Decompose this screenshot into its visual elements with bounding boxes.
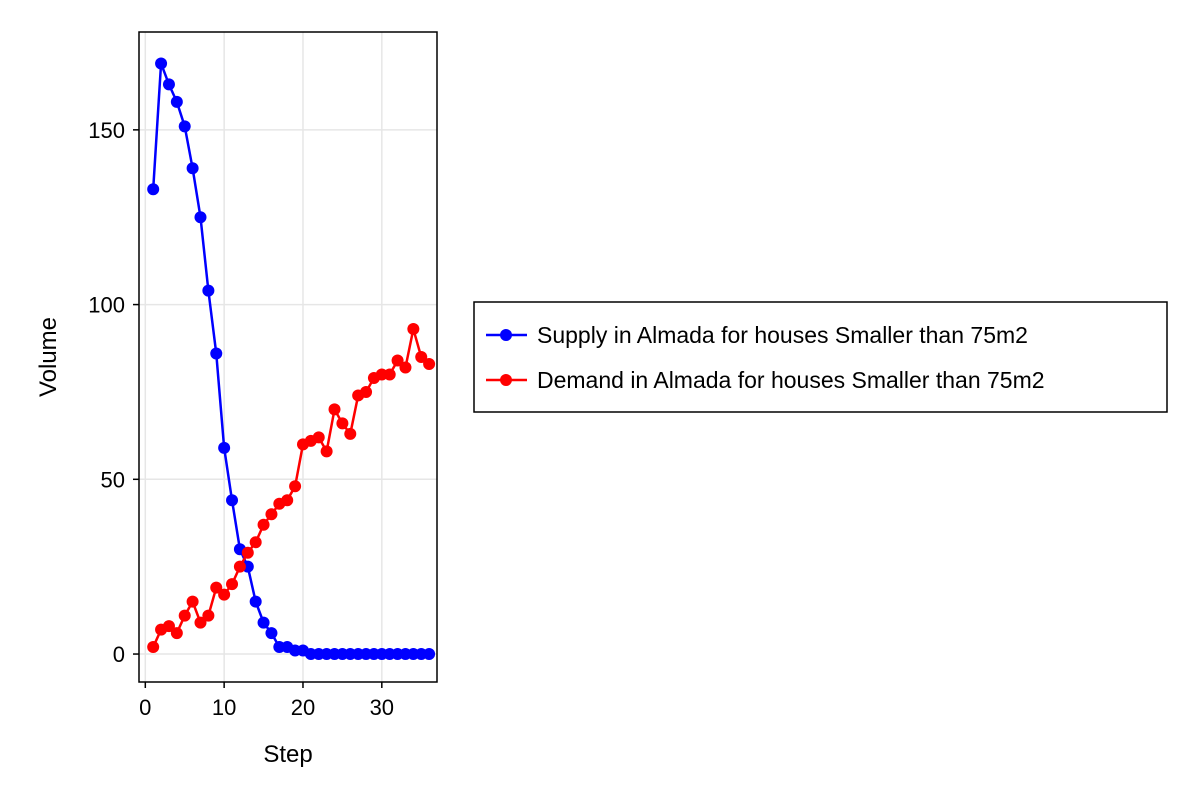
y-tick-label: 100	[88, 293, 125, 318]
series-1-point	[170, 95, 183, 108]
series-2-point	[170, 627, 183, 640]
series-2-point	[423, 357, 436, 370]
series-1-point	[257, 616, 270, 629]
x-axis-title: Step	[263, 741, 312, 768]
y-tick-label: 150	[88, 118, 125, 143]
legend: Supply in Almada for houses Smaller than…	[473, 301, 1168, 413]
series-2-point	[360, 385, 373, 398]
series-2-point	[147, 641, 160, 654]
y-tick-label: 0	[113, 642, 125, 667]
x-tick-label: 30	[370, 695, 394, 720]
series-1-point	[194, 211, 207, 224]
series-2-point	[281, 494, 294, 507]
series-2-point	[407, 323, 420, 336]
series-2-point	[312, 431, 325, 444]
series-1-point	[249, 595, 262, 608]
legend-marker-2	[500, 374, 512, 386]
plot-frame	[138, 31, 438, 683]
legend-marker-1	[500, 329, 512, 341]
series-2-point	[249, 536, 262, 549]
series-2-point	[241, 546, 254, 559]
grid-layer	[139, 32, 437, 682]
series-1-point	[178, 120, 191, 133]
series-2-point	[399, 361, 412, 374]
series-2-point	[289, 480, 302, 493]
series-2-point	[383, 368, 396, 381]
series-2-point	[320, 445, 333, 458]
series-layer	[147, 57, 436, 661]
series-2-point	[202, 609, 215, 622]
series-1-point	[265, 627, 278, 640]
series-2-point	[265, 508, 278, 521]
series-2-point	[178, 609, 191, 622]
series-1-point	[423, 648, 436, 661]
legend-box	[473, 301, 1168, 413]
series-line-1	[151, 63, 430, 656]
tick-layer: 0 10 20 30 0 50 100 150	[88, 118, 394, 720]
y-tick-label: 50	[101, 467, 125, 492]
series-2-point	[415, 351, 428, 363]
series-2-point	[186, 595, 199, 608]
series-2-point	[194, 616, 207, 629]
y-axis-title: Volume	[35, 317, 62, 397]
legend-label-1: Supply in Almada for houses Smaller than…	[537, 322, 1028, 348]
series-1-point	[147, 183, 160, 196]
series-2-point	[328, 403, 341, 416]
series-2-point	[336, 417, 349, 430]
series-1-point	[155, 57, 168, 70]
x-tick-label: 0	[139, 695, 151, 720]
series-1-point	[202, 284, 215, 297]
series-2-point	[210, 581, 223, 594]
series-2-point	[218, 588, 231, 601]
series-1-point	[226, 494, 239, 507]
series-2-point	[344, 427, 357, 440]
series-1-point	[210, 347, 223, 360]
series-1-point	[218, 441, 231, 454]
legend-label-2: Demand in Almada for houses Smaller than…	[537, 367, 1045, 393]
series-1-point	[162, 78, 175, 91]
series-2-point	[233, 560, 246, 573]
x-tick-label: 10	[212, 695, 236, 720]
series-1-point	[186, 162, 199, 175]
series-2-point	[257, 518, 270, 531]
series-2-point	[162, 620, 175, 633]
x-tick-label: 20	[291, 695, 315, 720]
series-2-point	[391, 354, 404, 367]
series-2-point	[226, 578, 239, 591]
